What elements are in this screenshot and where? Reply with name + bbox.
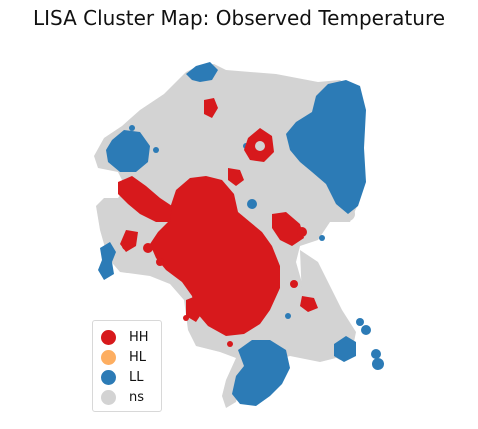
hh-small-7 — [227, 341, 233, 347]
ns-ring-hole — [255, 141, 265, 151]
hh-small-3 — [122, 242, 130, 250]
ll-small-1 — [153, 147, 159, 153]
ll-north-top — [186, 62, 218, 82]
hh-upper-mid — [204, 98, 218, 118]
legend-marker-hh — [101, 329, 116, 345]
ll-island-4 — [372, 358, 384, 370]
hh-west-band — [118, 176, 172, 222]
hh-tangent-1 — [228, 168, 244, 186]
ll-small-3 — [285, 313, 291, 319]
ll-clusters — [98, 62, 384, 406]
legend-label-hh: HH — [129, 329, 149, 345]
map-title: LISA Cluster Map: Observed Temperature — [32, 6, 446, 30]
hh-small-4 — [290, 280, 298, 288]
hh-central-large — [150, 176, 280, 336]
ll-island-3 — [371, 349, 381, 359]
legend-item-hl: HL — [101, 347, 146, 367]
study-area-east-lobe — [300, 250, 356, 360]
legend-label-ns: ns — [129, 389, 145, 405]
ll-island-2 — [361, 325, 371, 335]
hh-south-lobe — [186, 296, 204, 322]
ll-west-edge — [98, 242, 116, 280]
hh-east-blob — [300, 296, 318, 312]
ll-small-5 — [129, 125, 135, 131]
ll-northeast — [286, 80, 366, 214]
legend-marker-hl — [101, 349, 116, 365]
ll-south — [232, 340, 290, 406]
hh-east-arm — [272, 212, 304, 246]
hh-small-1 — [143, 243, 153, 253]
legend-item-ll: LL — [101, 367, 144, 387]
ll-east-islands — [334, 336, 356, 362]
hh-small-6 — [297, 227, 307, 237]
legend-marker-ns — [101, 389, 116, 405]
hh-clusters — [118, 98, 318, 347]
ll-small-6 — [319, 235, 325, 241]
legend-item-hh: HH — [101, 327, 149, 347]
legend-label-hl: HL — [129, 349, 147, 365]
legend-item-ns: ns — [101, 387, 144, 407]
ll-northwest — [106, 130, 150, 172]
legend-label-ll: LL — [129, 369, 144, 385]
legend-marker-ll — [101, 369, 116, 385]
ll-small-2 — [247, 199, 257, 209]
hh-small-5 — [183, 315, 189, 321]
ll-island-1 — [356, 318, 364, 326]
legend: HH HL LL ns — [92, 320, 162, 412]
hh-small-2 — [156, 258, 164, 266]
